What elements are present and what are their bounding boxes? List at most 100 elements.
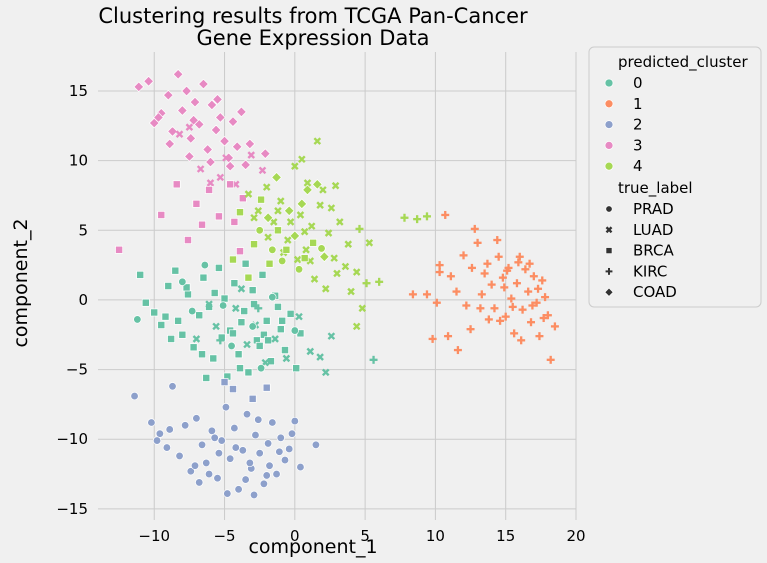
data-point (244, 368, 253, 377)
data-point (237, 284, 246, 293)
data-point (282, 354, 291, 363)
data-point (278, 256, 287, 266)
data-point (515, 252, 524, 261)
data-point (466, 325, 475, 334)
data-point (294, 265, 304, 274)
data-point (317, 244, 326, 253)
data-point (330, 254, 338, 262)
data-point (192, 199, 201, 208)
data-point (162, 443, 172, 452)
data-point (186, 467, 195, 476)
data-point (365, 239, 374, 247)
data-point (276, 197, 285, 205)
data-point (546, 355, 555, 364)
data-point (375, 277, 384, 286)
data-point (321, 284, 330, 293)
data-point (352, 268, 361, 276)
data-point (480, 269, 489, 278)
data-point (265, 259, 274, 268)
data-point (298, 155, 306, 164)
data-point (524, 287, 533, 296)
data-point (171, 266, 180, 275)
data-point (291, 162, 299, 171)
chart-title-line-1: Clustering results from TCGA Pan-Cancer (98, 4, 528, 28)
data-point (496, 316, 505, 325)
data-point (336, 218, 344, 226)
y-tick-labels: −15 −10 −5 0 5 10 15 (56, 82, 88, 518)
data-point (234, 485, 243, 494)
data-point (236, 364, 244, 373)
data-point (220, 294, 229, 303)
data-point (262, 316, 271, 325)
data-point (216, 336, 225, 345)
x-tick-label: 15 (496, 527, 515, 545)
y-tick-label: 0 (78, 291, 88, 309)
data-point (467, 263, 476, 272)
data-point (428, 334, 437, 343)
data-point (487, 280, 496, 289)
data-point (189, 343, 198, 352)
data-point (184, 236, 192, 244)
legend-marker (605, 205, 613, 213)
data-point (175, 451, 184, 461)
data-point (262, 212, 274, 224)
data-point (130, 391, 139, 401)
data-point (207, 426, 217, 435)
data-point (293, 255, 302, 264)
data-point (355, 224, 364, 233)
data-point (362, 279, 371, 288)
data-point (319, 186, 327, 194)
x-tick-labels: −10 −5 0 5 10 15 20 (138, 527, 585, 545)
x-tick-label: −10 (138, 527, 170, 545)
legend-frame (588, 46, 762, 308)
data-point (214, 449, 224, 458)
data-point (261, 358, 270, 367)
data-point (195, 478, 204, 487)
data-point (484, 315, 493, 324)
legend-hue-label: 0 (633, 74, 643, 92)
data-point (508, 302, 517, 311)
data-point (300, 254, 309, 263)
data-point (274, 206, 282, 215)
data-point (296, 198, 308, 210)
data-point (248, 286, 257, 295)
data-point (229, 385, 237, 393)
data-point (254, 415, 263, 424)
data-point (217, 436, 226, 445)
data-point (162, 89, 174, 101)
data-point (295, 312, 303, 321)
data-point (250, 300, 258, 309)
data-point (236, 247, 244, 256)
data-point (302, 245, 310, 254)
legend-marker (605, 226, 613, 234)
data-point (302, 184, 313, 196)
data-point (271, 335, 279, 343)
data-point (258, 270, 267, 279)
data-point (150, 308, 159, 317)
data-point (280, 455, 290, 465)
data-point (514, 258, 523, 267)
legend-marker (605, 267, 613, 275)
data-point (185, 123, 194, 132)
legend-marker (605, 247, 613, 255)
data-point (250, 213, 258, 222)
legend: predicted_cluster true_label 0 1 2 3 4 PRAD LU… (588, 46, 762, 308)
data-point (218, 301, 228, 310)
data-point (309, 238, 318, 247)
data-point (538, 276, 547, 285)
data-point (313, 137, 322, 145)
data-point (287, 429, 297, 438)
data-point (257, 195, 266, 204)
data-point (316, 353, 324, 361)
y-tick-label: −15 (56, 500, 88, 518)
data-point (177, 105, 188, 116)
data-point (331, 181, 340, 190)
data-point (250, 240, 258, 249)
data-point (251, 430, 260, 440)
data-point (164, 138, 176, 150)
data-point (196, 165, 205, 173)
legend-marker (604, 287, 614, 297)
data-point (422, 290, 431, 299)
grid-lines (98, 52, 577, 520)
data-point (272, 469, 281, 479)
